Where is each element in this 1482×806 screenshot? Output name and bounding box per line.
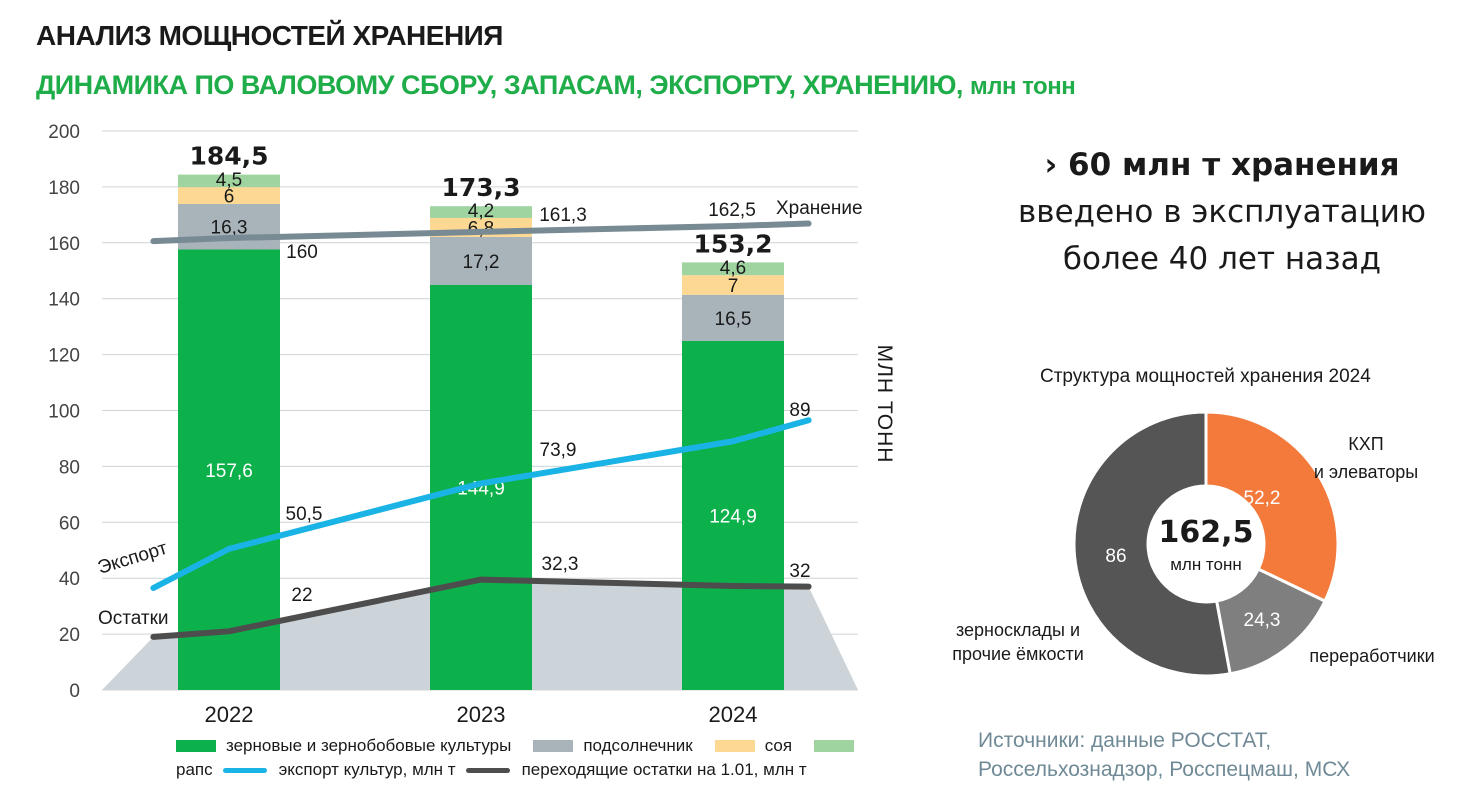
- legend-swatch-sunflower: [533, 740, 574, 752]
- legend-label-stocks: переходящие остатки на 1.01, млн т: [521, 760, 807, 779]
- bar-label-sunflower-2022: 16,3: [211, 218, 248, 239]
- donut-title: Структура мощностей хранения 2024: [1040, 366, 1371, 387]
- y-tick-80: 80: [59, 457, 80, 478]
- y-tick-40: 40: [59, 569, 80, 590]
- headline-line-3: более 40 лет назад: [1062, 241, 1382, 277]
- bar-label-sunflower-2023: 17,2: [463, 252, 500, 273]
- x-tick-2023: 2023: [457, 702, 506, 727]
- legend-label-grain: зерновые и зернобобовые культуры: [226, 736, 512, 755]
- sources-line-1: Источники: данные РОССТАТ,: [978, 729, 1272, 752]
- page-title: АНАЛИЗ МОЩНОСТЕЙ ХРАНЕНИЯ: [36, 20, 503, 51]
- bar-label-soy-2022: 6: [224, 187, 235, 208]
- y-tick-160: 160: [48, 234, 80, 255]
- bar-label-rapeseed-2022: 4,5: [216, 170, 242, 191]
- bar-label-rapeseed-2024: 4,6: [720, 258, 746, 279]
- bar-label-soy-2024: 7: [728, 276, 739, 297]
- y-tick-180: 180: [48, 178, 80, 199]
- bar-soy-2022: [178, 187, 280, 204]
- bar-rapeseed-2023: [430, 206, 532, 218]
- sources-note: Источники: данные РОССТАТ, Россельхознад…: [978, 726, 1350, 784]
- line-label-storage-2024: 162,5: [708, 200, 756, 221]
- series-name-stocks: Остатки: [98, 608, 169, 629]
- series-name-export: Экспорт: [95, 538, 170, 579]
- headline-line-2: введено в эксплуатацию: [1018, 194, 1426, 230]
- legend-line-stocks: [465, 767, 510, 773]
- x-tick-2022: 2022: [205, 702, 254, 727]
- legend-swatch-rapeseed: [814, 740, 855, 752]
- y-tick-20: 20: [59, 625, 80, 646]
- page-subtitle: ДИНАМИКА ПО ВАЛОВОМУ СБОРУ, ЗАПАСАМ, ЭКС…: [36, 70, 1076, 101]
- legend-label-export: экспорт культур, млн т: [278, 760, 456, 779]
- legend-row-2: рапс экспорт культур, млн т переходящие …: [176, 758, 866, 782]
- line-label-stocks-2024: 32: [789, 561, 810, 582]
- headline-line-1: › 60 млн т хранения: [1044, 147, 1400, 183]
- sources-line-2: Россельхознадзор, Росспецмаш, МСХ: [978, 758, 1351, 781]
- legend-label-rapeseed: рапс: [176, 760, 213, 779]
- y-tick-60: 60: [59, 513, 80, 534]
- bar-rapeseed-2022: [178, 174, 280, 188]
- y-tick-200: 200: [48, 122, 80, 143]
- line-stocks: [150, 576, 812, 640]
- bar-grain-2024: [682, 340, 784, 690]
- bar-rapeseed-2024: [682, 262, 784, 276]
- chart-legend: зерновые и зернобобовые культуры подсолн…: [176, 734, 866, 782]
- legend-swatch-grain: [176, 740, 216, 752]
- legend-row-1: зерновые и зернобобовые культуры подсолн…: [176, 734, 866, 758]
- line-export: [150, 417, 812, 591]
- y-tick-100: 100: [48, 402, 80, 423]
- bar-sunflower-2024: [682, 294, 784, 341]
- y-tick-0: 0: [69, 681, 80, 702]
- bar-total-2023: 173,3: [441, 173, 520, 202]
- line-label-stocks-2022: 22: [291, 585, 312, 606]
- line-label-stocks-2023: 32,3: [542, 554, 579, 575]
- line-label-export-2024: 89: [789, 400, 810, 421]
- legend-line-export: [222, 767, 267, 773]
- legend-label-sunflower: подсолнечник: [583, 736, 693, 755]
- bar-total-2022: 184,5: [189, 142, 268, 171]
- line-label-storage-2022: 160: [286, 242, 318, 263]
- headline-callout: › 60 млн т хранения введено в эксплуатац…: [962, 142, 1482, 283]
- bar-label-sunflower-2024: 16,5: [715, 309, 752, 330]
- bar-total-2024: 153,2: [693, 229, 772, 258]
- x-tick-2024: 2024: [709, 702, 758, 727]
- bar-soy-2024: [682, 275, 784, 295]
- legend-swatch-soy: [714, 740, 755, 752]
- subtitle-unit: млн тонн: [969, 73, 1076, 100]
- series-name-storage: Хранение: [776, 198, 863, 219]
- line-label-export-2022: 50,5: [286, 504, 323, 525]
- bar-label-rapeseed-2023: 4,2: [468, 201, 494, 222]
- bar-grain-2023: [430, 285, 532, 690]
- legend-label-soy: соя: [764, 736, 793, 755]
- line-storage: [150, 220, 812, 245]
- y-axis-label: МЛН ТОНН: [873, 345, 896, 464]
- bar-sunflower-2023: [430, 236, 532, 286]
- subtitle-text: ДИНАМИКА ПО ВАЛОВОМУ СБОРУ, ЗАПАСАМ, ЭКС…: [36, 70, 963, 100]
- y-tick-120: 120: [48, 346, 80, 367]
- bar-grain-2022: [178, 249, 280, 690]
- bar-label-grain-2024: 124,9: [709, 506, 757, 527]
- line-label-storage-2023: 161,3: [539, 205, 587, 226]
- y-tick-140: 140: [48, 290, 80, 311]
- bar-label-grain-2022: 157,6: [205, 461, 253, 482]
- line-label-export-2023: 73,9: [540, 440, 577, 461]
